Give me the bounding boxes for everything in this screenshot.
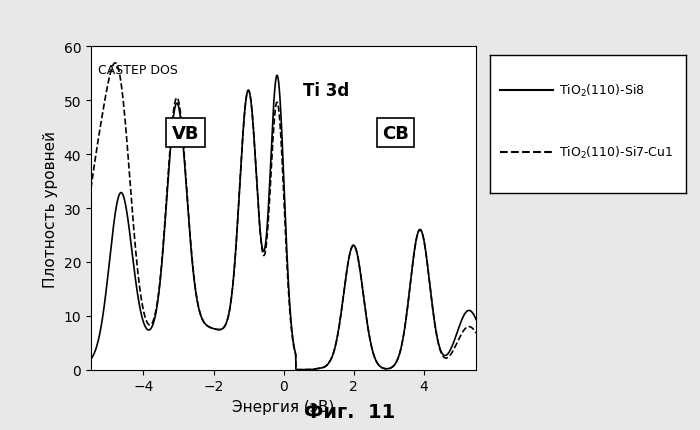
Text: CB: CB xyxy=(382,124,409,142)
TiO₂(110)-Si7-Cu1 xyxy=(391,362,399,368)
TiO₂(110)-Si7-Cu1 xyxy=(274,105,283,110)
TiO₂(110)-Si8 xyxy=(106,249,115,254)
TiO₂(110)-Si8 xyxy=(273,74,281,79)
TiO₂(110)-Si7-Cu1 xyxy=(461,326,470,332)
TiO₂(110)-Si8 xyxy=(87,356,95,362)
TiO₂(110)-Si7-Cu1 xyxy=(461,326,469,332)
TiO₂(110)-Si7-Cu1 xyxy=(264,220,272,225)
Line: TiO₂(110)-Si7-Cu1: TiO₂(110)-Si7-Cu1 xyxy=(91,64,476,370)
TiO₂(110)-Si7-Cu1 xyxy=(87,186,95,191)
TiO₂(110)-Si7-Cu1 xyxy=(472,331,480,336)
TiO₂(110)-Si8 xyxy=(461,311,469,316)
TiO₂(110)-Si8 xyxy=(461,311,470,316)
Text: TiO$_2$(110)-Si7-Cu1: TiO$_2$(110)-Si7-Cu1 xyxy=(559,144,673,160)
Text: TiO$_2$(110)-Si8: TiO$_2$(110)-Si8 xyxy=(559,82,644,98)
X-axis label: Энергия (эВ): Энергия (эВ) xyxy=(232,399,335,414)
TiO₂(110)-Si7-Cu1 xyxy=(111,61,120,66)
TiO₂(110)-Si8 xyxy=(292,367,300,372)
Text: Фиг.  11: Фиг. 11 xyxy=(304,402,395,421)
TiO₂(110)-Si7-Cu1 xyxy=(292,367,300,372)
TiO₂(110)-Si8 xyxy=(274,79,283,84)
TiO₂(110)-Si7-Cu1 xyxy=(106,70,115,75)
TiO₂(110)-Si8 xyxy=(264,212,272,217)
TiO₂(110)-Si8 xyxy=(391,362,399,368)
Text: VB: VB xyxy=(172,124,200,142)
Line: TiO₂(110)-Si8: TiO₂(110)-Si8 xyxy=(91,76,476,370)
Text: CASTEP DOS: CASTEP DOS xyxy=(98,63,178,77)
Text: Ti 3d: Ti 3d xyxy=(302,81,349,99)
Y-axis label: Плотность уровней: Плотность уровней xyxy=(43,130,58,287)
TiO₂(110)-Si8 xyxy=(472,317,480,322)
